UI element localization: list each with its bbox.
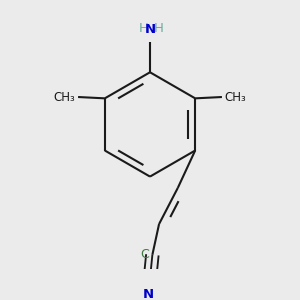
Text: H: H [154,22,164,35]
Text: N: N [145,23,156,36]
Text: CH₃: CH₃ [225,91,246,103]
Text: H: H [139,22,149,35]
Text: CH₃: CH₃ [54,91,75,103]
Text: N: N [143,288,154,300]
Text: C: C [140,248,148,261]
